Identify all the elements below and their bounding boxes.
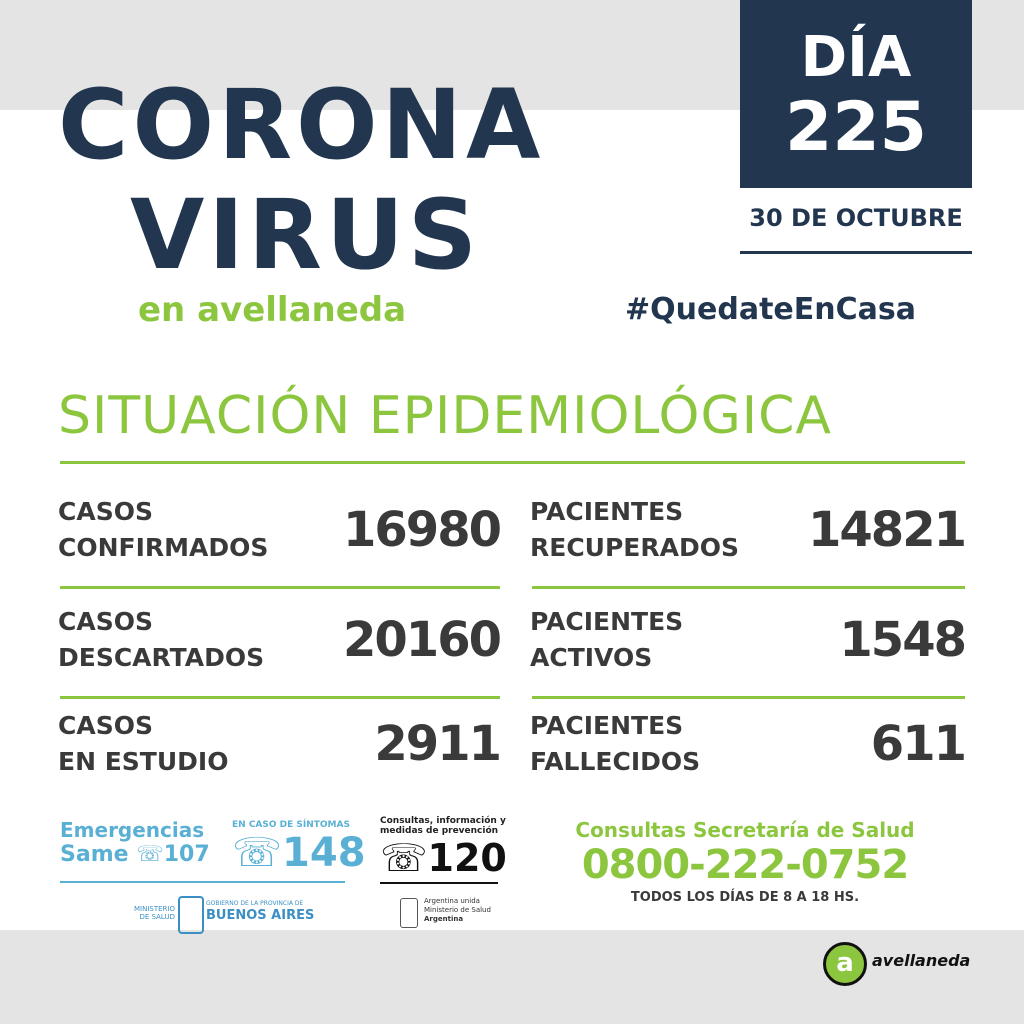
sintomas: ☏148 — [232, 830, 366, 876]
footer-rule — [60, 881, 345, 883]
stat-label: EN ESTUDIO — [58, 747, 229, 776]
province-logo — [178, 896, 204, 934]
consultas-number: 120 — [427, 836, 507, 880]
same: Same ☏107 — [60, 842, 210, 867]
consultas-line: Consultas, información y — [380, 816, 506, 826]
section-rule — [60, 461, 965, 464]
province-gov: GOBIERNO DE LA PROVINCIA DE — [206, 900, 304, 907]
secretaria-phone: 0800-222-0752 — [581, 842, 909, 888]
stat-label: PACIENTES — [530, 497, 684, 526]
secretaria: Consultas Secretaría de Salud — [575, 818, 915, 842]
date-rule — [740, 251, 972, 254]
hashtag: #QuedateEnCasa — [625, 292, 916, 327]
subtitle: en avellaneda — [138, 290, 407, 330]
brand: avellaneda — [872, 951, 971, 970]
nation: Argentina unida Ministerio de Salud Argent… — [424, 897, 491, 924]
stat-value: 1548 — [839, 612, 967, 668]
stat-label: CONFIRMADOS — [58, 533, 269, 562]
secretaria-hours: TODOS LOS DÍAS DE 8 A 18 HS. — [630, 890, 860, 905]
stat-rule — [60, 586, 500, 589]
province-ministry: MINISTERIO DE SALUD — [134, 905, 175, 921]
same-number: 107 — [163, 842, 210, 867]
stat-label: RECUPERADOS — [530, 533, 739, 562]
stat-rule — [532, 696, 965, 699]
consultas-rule — [380, 882, 498, 884]
day-box: DÍA 225 — [740, 0, 972, 188]
title-line: VIRUS — [130, 179, 482, 291]
stat-rule — [60, 696, 500, 699]
stat-label: CASOS — [58, 711, 153, 740]
bottom-texture — [0, 930, 1024, 1024]
stat-rule — [532, 586, 965, 589]
nation-line: Ministerio de Salud — [424, 906, 491, 914]
stat-value: 16980 — [343, 502, 502, 558]
title-line: CORONA — [58, 69, 545, 181]
emergencias: Emergencias — [60, 818, 205, 842]
brand-logo: a — [823, 942, 867, 986]
stat-value: 20160 — [343, 612, 502, 668]
day-label: DÍA — [800, 25, 912, 90]
same-label: Same — [60, 842, 129, 867]
province-name: BUENOS AIRES — [206, 908, 315, 923]
stat-label: PACIENTES — [530, 607, 684, 636]
sintomas-label: EN CASO DE SÍNTOMAS — [232, 820, 350, 830]
consultas-phone: ☏120 — [380, 836, 507, 880]
stat-label: CASOS — [58, 497, 153, 526]
nation-line: Argentina — [424, 915, 464, 923]
stat-label: CASOS — [58, 607, 153, 636]
stat-value: 14821 — [808, 502, 967, 558]
nation-line: Argentina unida — [424, 897, 480, 905]
stat-label: DESCARTADOS — [58, 643, 265, 672]
date: 30 DE OCTUBRE — [749, 204, 963, 232]
stat-label: FALLECIDOS — [530, 747, 701, 776]
consultas: Consultas, información y medidas de preve… — [380, 816, 506, 836]
stat-value: 2911 — [374, 716, 502, 772]
stat-label: PACIENTES — [530, 711, 684, 740]
consultas-line: medidas de prevención — [380, 826, 499, 836]
section-title: SITUACIÓN EPIDEMIOLÓGICA — [58, 386, 832, 446]
sintomas-number: 148 — [282, 830, 366, 876]
nation-shield — [400, 898, 418, 928]
stat-label: ACTIVOS — [530, 643, 653, 672]
stat-value: 611 — [870, 716, 967, 772]
day-number: 225 — [785, 88, 927, 167]
